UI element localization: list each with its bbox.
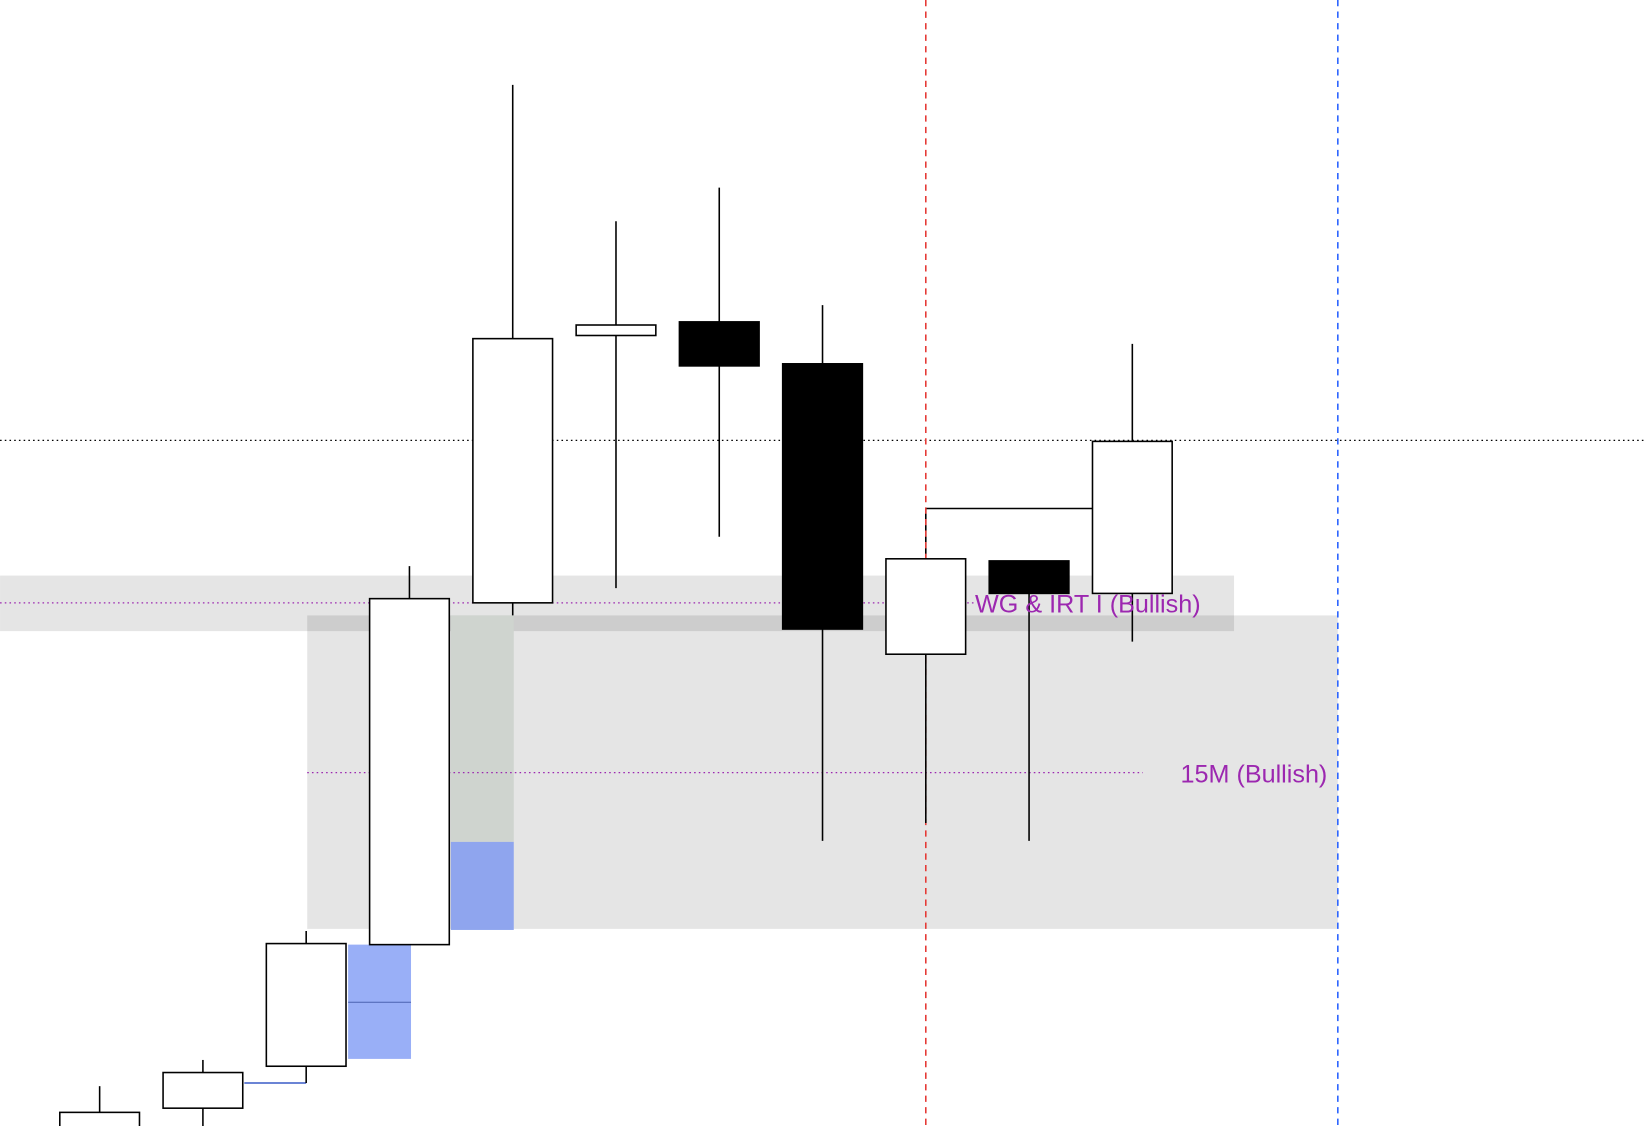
gap-box [450,841,514,930]
candle-body [885,558,967,655]
candle-body [575,324,657,337]
candle-body [162,1071,244,1109]
candle-body [368,597,451,946]
zone-label: WG & IRT I (Bullish) [975,591,1201,619]
zone-label: 15M (Bullish) [1181,760,1328,788]
candle-body [472,337,554,604]
candle-body [781,363,864,630]
candle-body [988,560,1070,595]
candle-body [59,1111,141,1126]
candle-body [678,321,760,367]
candle-body [1091,440,1173,595]
gap-box [450,615,514,842]
candle-body [265,942,347,1068]
